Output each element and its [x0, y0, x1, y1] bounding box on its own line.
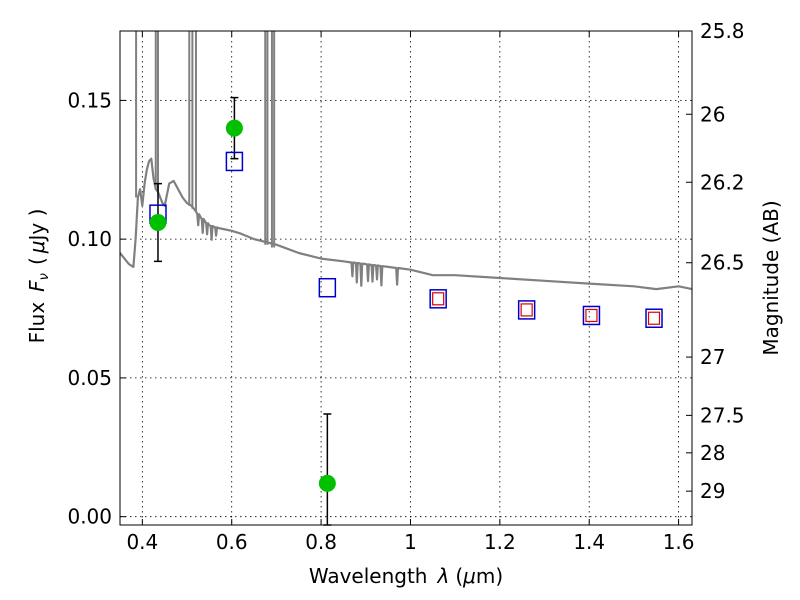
x-tick-label: 0.6: [216, 530, 248, 554]
model-photometry-inner-square: [432, 292, 445, 306]
model-photometry-inner-square: [520, 303, 533, 317]
y-tick-label: 0.10: [67, 227, 112, 251]
plot-frame: [119, 30, 693, 526]
y2-tick-label: 26.5: [700, 251, 745, 275]
y2-tick-label: 29: [700, 479, 725, 503]
x-tick-label: 0.4: [126, 530, 158, 554]
data-markers: [149, 96, 663, 526]
y-tick-label: 0.15: [67, 88, 112, 112]
grid-lines: [120, 31, 692, 525]
y2-tick-label: 27.5: [700, 403, 745, 427]
y-axis-title: FluxFν(μJy ): [25, 209, 52, 344]
y2-tick-label: 27: [700, 345, 725, 369]
model-spectrum-series: [119, 31, 693, 291]
model-photometry-square: [429, 289, 447, 309]
model-photometry-square: [582, 305, 601, 326]
model-photometry-square: [517, 300, 536, 320]
spectrum-line: [119, 157, 693, 291]
observed-flux-point: [149, 213, 167, 231]
x-tick-label: 0.8: [305, 530, 337, 554]
observed-flux-point: [318, 474, 336, 492]
x-tick-label: 1.4: [573, 530, 605, 554]
x-tick-label: 1.2: [484, 530, 516, 554]
model-photometry-square: [645, 308, 663, 328]
x-tick-label: 1: [404, 530, 417, 554]
model-photometry-inner-square: [585, 308, 598, 323]
tick-marks: [120, 30, 692, 525]
y2-tick-label: 26.2: [700, 170, 745, 194]
y2-axis-title: Magnitude (AB): [759, 200, 783, 355]
y-tick-label: 0.05: [67, 366, 112, 390]
observed-flux-point: [225, 119, 243, 137]
model-photometry-inner-square: [647, 311, 661, 325]
y2-tick-label: 26: [700, 102, 725, 126]
y2-tick-label: 28: [700, 441, 725, 465]
y2-tick-label: 25.8: [700, 19, 745, 43]
model-photometry-square: [318, 277, 337, 298]
x-tick-label: 1.6: [663, 530, 695, 554]
y-tick-label: 0.00: [67, 505, 112, 529]
x-axis-title: Wavelength λ (μm): [309, 564, 503, 588]
tick-labels: 0.4 0.6 0.8 1 1.2 1.4 1.6 0.00 0.05 0.10 0.15 25.8 2…: [67, 19, 744, 554]
model-photometry-square: [225, 151, 244, 172]
